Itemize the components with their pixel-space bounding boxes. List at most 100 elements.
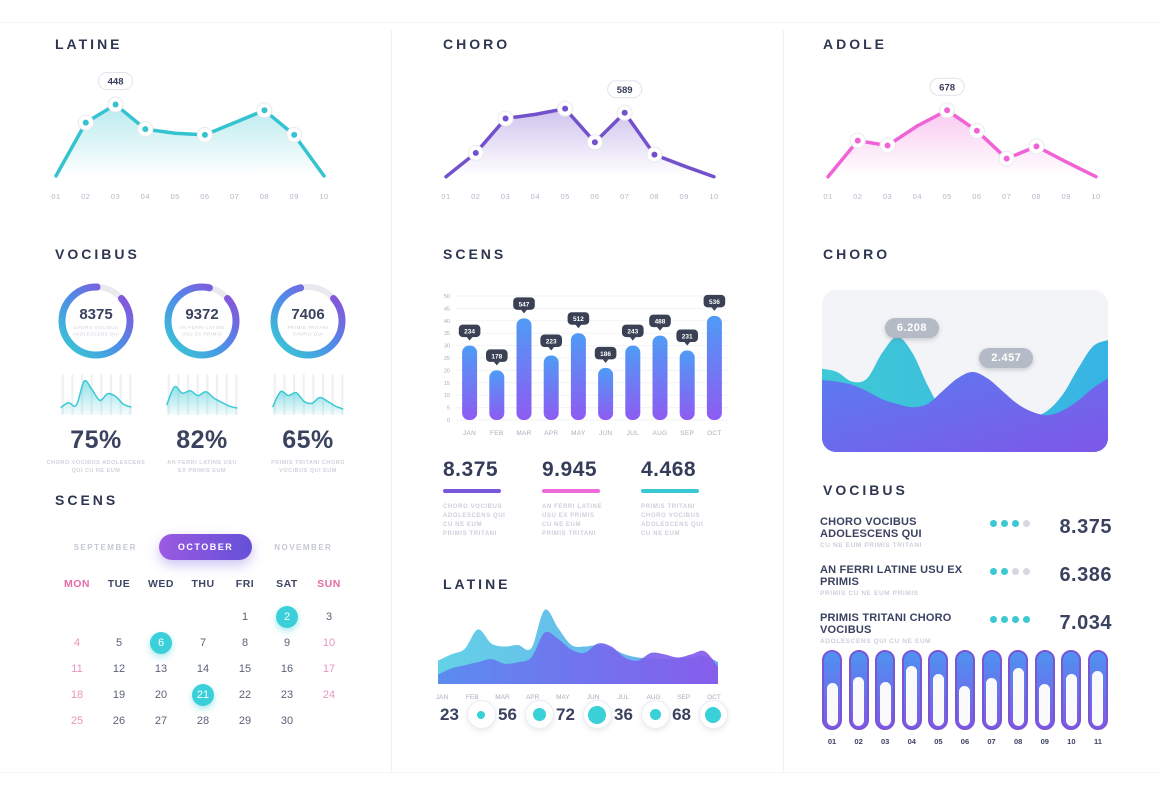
bar-tooltip-value: 547 xyxy=(519,301,530,308)
pill-slider-03[interactable]: 03 xyxy=(873,650,897,746)
scens-bar-chart[interactable]: 50 45 40 35 30 25 20 15 10 5 0 234 JAN 178 FEB 547 MAR 22… xyxy=(432,280,732,450)
calendar-day-selected[interactable]: 2 xyxy=(276,606,298,628)
calendar-day[interactable]: 10 xyxy=(322,637,336,649)
pill-capsule[interactable] xyxy=(1061,650,1082,730)
pill-thumb[interactable] xyxy=(853,676,865,726)
adole-line-chart[interactable]: 01 02 03 04 05 06 07 08 09 10 678 xyxy=(812,68,1112,210)
pill-capsule[interactable] xyxy=(1034,650,1055,730)
pill-thumb[interactable] xyxy=(1039,683,1051,726)
pill-capsule[interactable] xyxy=(1008,650,1029,730)
vocibus-row[interactable]: AN FERRI LATINE USU EX PRIMIS PRIMIS CU N… xyxy=(820,564,1112,597)
bar[interactable] xyxy=(625,345,641,420)
rating-dot xyxy=(1001,568,1008,575)
bar[interactable] xyxy=(489,370,505,420)
calendar-day[interactable]: 25 xyxy=(70,715,84,727)
calendar-day-selected[interactable]: 6 xyxy=(150,632,172,654)
pill-slider-06[interactable]: 06 xyxy=(953,650,977,746)
pill-slider-02[interactable]: 02 xyxy=(847,650,871,746)
vocibus-row[interactable]: CHORO VOCIBUS ADOLESCENS QUI CU NE EUM PR… xyxy=(820,516,1112,549)
calendar-day[interactable]: 3 xyxy=(325,611,333,623)
calendar-day[interactable]: 29 xyxy=(238,715,252,727)
calendar-day[interactable]: 22 xyxy=(238,689,252,701)
tab-september[interactable]: SEPTEMBER xyxy=(73,542,137,552)
calendar-day[interactable]: 26 xyxy=(112,715,126,727)
pill-thumb[interactable] xyxy=(932,674,944,726)
pill-slider-07[interactable]: 07 xyxy=(980,650,1004,746)
pill-thumb[interactable] xyxy=(1012,667,1024,726)
pill-capsule[interactable] xyxy=(875,650,896,730)
latine-area-chart[interactable]: JAN FEB MAR APR MAY JUN JUL AUG SEP OCT xyxy=(432,598,724,706)
calendar-day[interactable]: 12 xyxy=(112,663,126,675)
pill-slider-08[interactable]: 08 xyxy=(1006,650,1030,746)
pill-thumb[interactable] xyxy=(986,678,998,726)
donut-chart[interactable]: 7406 PRIMIS TRITANI CHORO QUI xyxy=(265,278,351,364)
calendar-day[interactable]: 8 xyxy=(241,637,249,649)
bar[interactable] xyxy=(652,335,668,420)
calendar-day[interactable]: 9 xyxy=(283,637,291,649)
pill-slider-09[interactable]: 09 xyxy=(1033,650,1057,746)
vocibus-gauges: 8375 CHORO VOCIBUS ADOLESCENS QUI 75% CHORO … xyxy=(46,278,358,475)
pill-capsule[interactable] xyxy=(928,650,949,730)
calendar-day[interactable]: 14 xyxy=(196,663,210,675)
bar[interactable] xyxy=(570,333,586,420)
bar[interactable] xyxy=(516,318,532,420)
calendar-day[interactable]: 30 xyxy=(280,715,294,727)
bar[interactable] xyxy=(462,345,478,420)
bar[interactable] xyxy=(543,355,559,420)
pill-slider-05[interactable]: 05 xyxy=(926,650,950,746)
calendar-day[interactable]: 23 xyxy=(280,689,294,701)
pill-slider-04[interactable]: 04 xyxy=(900,650,924,746)
stat-underline xyxy=(641,489,699,493)
calendar-day[interactable]: 1 xyxy=(241,611,249,623)
calendar-day[interactable]: 11 xyxy=(71,663,83,675)
pill-thumb[interactable] xyxy=(1065,673,1077,726)
x-tick-label: 10 xyxy=(709,192,718,201)
calendar-day[interactable]: 21 xyxy=(182,682,224,708)
calendar-day[interactable]: 17 xyxy=(322,663,336,675)
tab-october[interactable]: OCTOBER xyxy=(158,534,253,560)
calendar-day[interactable]: 5 xyxy=(115,637,123,649)
pill-capsule[interactable] xyxy=(901,650,922,730)
pill-thumb[interactable] xyxy=(879,681,891,726)
pill-thumb[interactable] xyxy=(1092,671,1104,726)
latine-line-chart[interactable]: 01 02 03 04 05 06 07 08 09 10 448 xyxy=(40,68,340,210)
pill-capsule[interactable] xyxy=(981,650,1002,730)
bar[interactable] xyxy=(706,315,722,420)
calendar-day[interactable]: 2 xyxy=(266,604,308,630)
pill-slider-10[interactable]: 10 xyxy=(1059,650,1083,746)
bar[interactable] xyxy=(679,350,695,420)
pill-capsule[interactable] xyxy=(1087,650,1108,730)
pill-thumb[interactable] xyxy=(906,665,918,726)
calendar-day[interactable]: 15 xyxy=(238,663,252,675)
calendar-day[interactable]: 24 xyxy=(322,689,336,701)
pill-capsule[interactable] xyxy=(848,650,869,730)
y-tick-label: 50 xyxy=(444,294,450,300)
calendar-day[interactable]: 4 xyxy=(73,637,81,649)
calendar-day[interactable]: 18 xyxy=(70,689,84,701)
pill-slider-11[interactable]: 11 xyxy=(1086,650,1110,746)
choro-wave-card[interactable]: 6.208 2.457 xyxy=(822,290,1108,452)
tab-november[interactable]: NOVEMBER xyxy=(274,542,333,552)
donut-chart[interactable]: 8375 CHORO VOCIBUS ADOLESCENS QUI xyxy=(53,278,139,364)
calendar-day[interactable]: 6 xyxy=(140,630,182,656)
vocibus-row[interactable]: PRIMIS TRITANI CHORO VOCIBUS ADOLESCENS Q… xyxy=(820,612,1112,645)
calendar-day-selected[interactable]: 21 xyxy=(192,684,214,706)
calendar-day[interactable]: 16 xyxy=(280,663,294,675)
pill-capsule[interactable] xyxy=(954,650,975,730)
pill-thumb[interactable] xyxy=(826,683,838,726)
calendar-day[interactable]: 19 xyxy=(112,689,126,701)
choro-line-chart[interactable]: 01 02 03 04 05 06 07 08 09 10 589 xyxy=(430,68,730,210)
bar-tooltip xyxy=(594,346,617,360)
wave-badge: 2.457 xyxy=(979,348,1034,369)
calendar-day[interactable]: 13 xyxy=(154,663,168,675)
pill-slider-01[interactable]: 01 xyxy=(820,650,844,746)
donut-chart[interactable]: 9372 AN FERRI LATINE USU EX PRIMIS xyxy=(159,278,245,364)
bubble-circle xyxy=(524,700,554,729)
pill-thumb[interactable] xyxy=(959,686,971,726)
bar[interactable] xyxy=(598,367,614,420)
pill-capsule[interactable] xyxy=(822,650,842,730)
calendar-day[interactable]: 27 xyxy=(154,715,168,727)
calendar-day[interactable]: 28 xyxy=(196,715,210,727)
calendar-day[interactable]: 20 xyxy=(154,689,168,701)
calendar-day[interactable]: 7 xyxy=(199,637,207,649)
